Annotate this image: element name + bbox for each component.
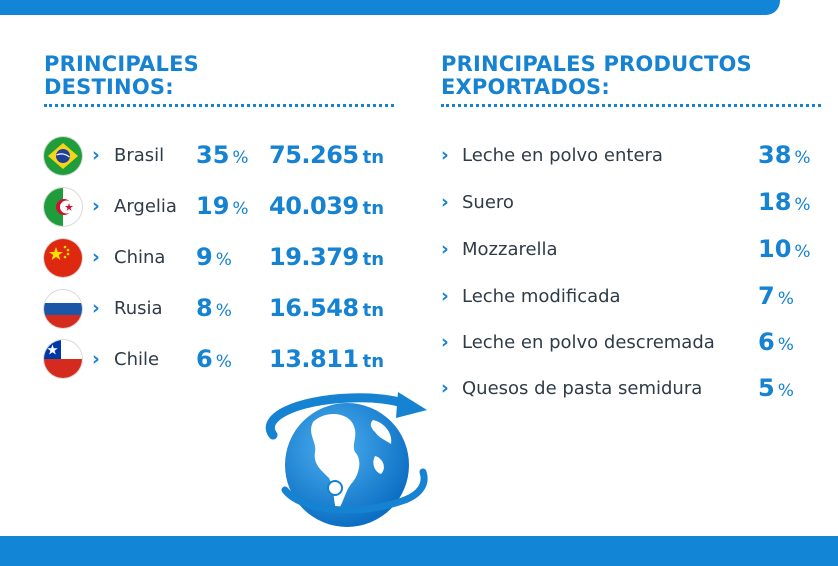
destination-name-rusia: Rusia: [114, 298, 163, 319]
chevron-icon: ›: [441, 238, 449, 260]
product-pct: 38%: [758, 141, 811, 169]
destination-name-china: China: [114, 247, 166, 268]
product-name: Leche en polvo descremada: [462, 332, 715, 353]
chevron-icon: ›: [92, 297, 100, 319]
chevron-icon: ›: [441, 191, 449, 213]
product-pct: 5%: [758, 374, 794, 402]
destination-pct-argelia: 19%: [196, 192, 249, 220]
products-heading: PRINCIPALES PRODUCTOS EXPORTADOS:: [441, 52, 752, 99]
top-banner-bar: [0, 0, 780, 15]
chevron-icon: ›: [441, 285, 449, 307]
destination-name-chile: Chile: [114, 349, 160, 370]
chevron-icon: ›: [92, 144, 100, 166]
destination-pct-chile: 6%: [196, 345, 232, 373]
product-pct: 7%: [758, 282, 794, 310]
products-divider: [441, 104, 821, 107]
destination-tons-chile: 13.811 tn: [269, 345, 385, 373]
destination-name-argelia: Argelia: [114, 196, 177, 217]
destination-name-brasil: Brasil: [114, 145, 165, 166]
chevron-icon: ›: [92, 246, 100, 268]
destination-pct-rusia: 8%: [196, 294, 232, 322]
product-pct: 10%: [758, 235, 811, 263]
destination-tons-rusia: 16.548 tn: [269, 294, 385, 322]
product-name: Leche en polvo entera: [462, 145, 663, 166]
globe-icon: [255, 380, 440, 530]
chevron-icon: ›: [92, 195, 100, 217]
chevron-icon: ›: [441, 331, 449, 353]
chevron-icon: ›: [92, 348, 100, 370]
russia-flag-icon: [44, 290, 82, 328]
chevron-icon: ›: [441, 377, 449, 399]
destinations-divider: [44, 104, 394, 107]
destination-pct-china: 9%: [196, 243, 232, 271]
brazil-flag-icon: [44, 137, 82, 175]
destination-tons-brasil: 75.265 tn: [269, 141, 385, 169]
product-pct: 6%: [758, 328, 794, 356]
bottom-banner-bar: [0, 536, 838, 566]
product-name: Leche modificada: [462, 286, 621, 307]
destination-pct-brasil: 35%: [196, 141, 249, 169]
product-pct: 18%: [758, 188, 811, 216]
destinations-heading: PRINCIPALES DESTINOS:: [44, 52, 199, 99]
destination-tons-argelia: 40.039 tn: [269, 192, 385, 220]
product-name: Quesos de pasta semidura: [462, 378, 703, 399]
product-name: Suero: [462, 192, 514, 213]
chevron-icon: ›: [441, 144, 449, 166]
chile-flag-icon: [44, 340, 82, 378]
algeria-flag-icon: [44, 188, 82, 226]
china-flag-icon: [44, 239, 82, 277]
destination-tons-china: 19.379 tn: [269, 243, 385, 271]
product-name: Mozzarella: [462, 239, 558, 260]
